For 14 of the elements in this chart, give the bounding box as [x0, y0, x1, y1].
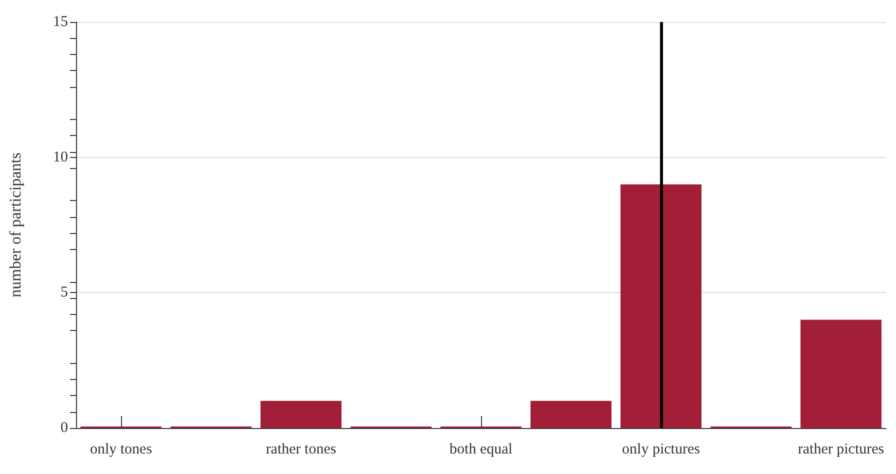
x-tick-label: rather pictures [798, 442, 884, 458]
y-axis-title: number of participants [8, 152, 24, 298]
y-tick-label: 15 [53, 14, 68, 30]
bar [800, 320, 882, 428]
bar [620, 184, 702, 428]
x-tick-label: only pictures [622, 442, 700, 458]
x-tick-label: rather tones [266, 442, 336, 458]
x-tick-label: both equal [450, 442, 512, 458]
bar [530, 400, 612, 428]
bar [260, 400, 342, 428]
y-tick-label: 0 [60, 420, 68, 436]
y-tick-label: 5 [60, 284, 68, 301]
x-tick-label: only tones [90, 442, 152, 458]
y-tick-label: 10 [53, 149, 68, 166]
